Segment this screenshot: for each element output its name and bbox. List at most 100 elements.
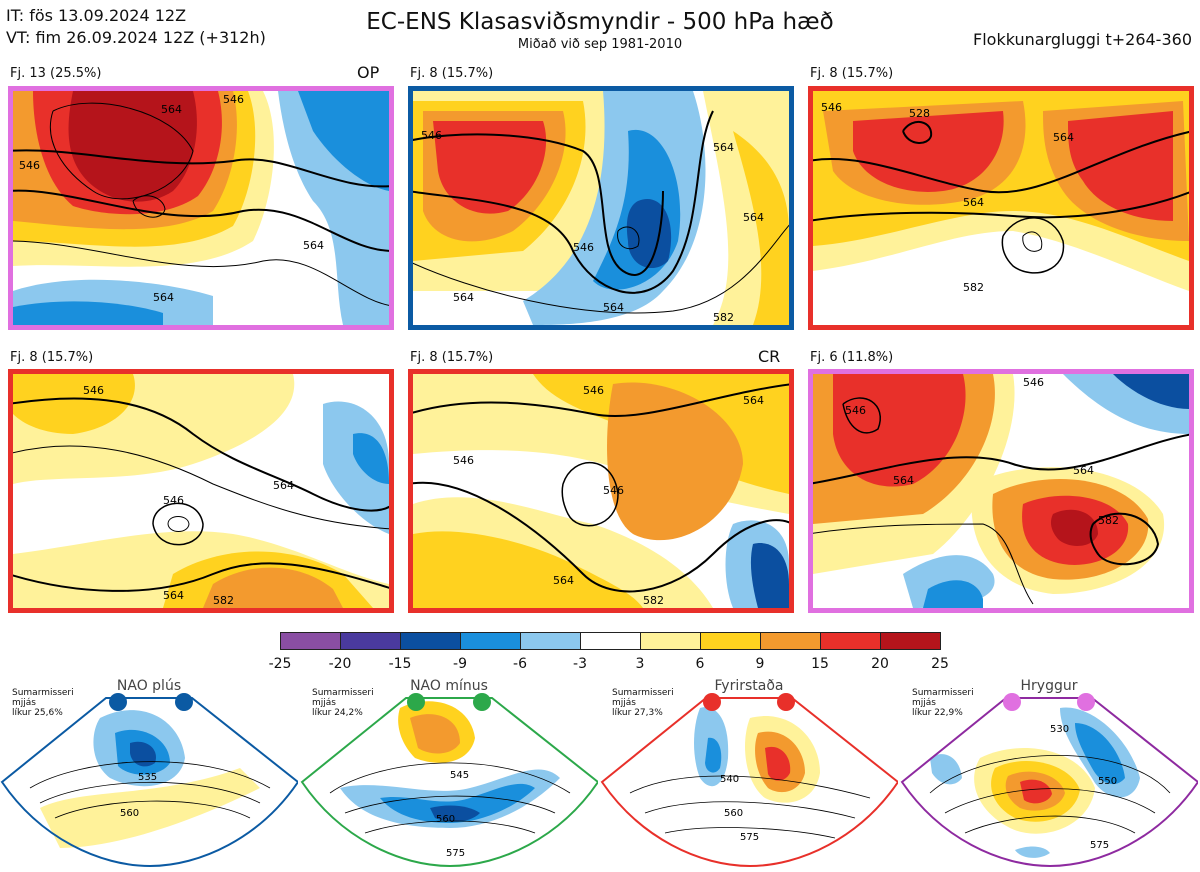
panel-5-label: Fj. 8 (15.7%) [410,350,494,365]
regime-nao-plus-title: NAO plús [116,678,182,694]
contour-label: 582 [713,311,734,324]
regime-nao-minus-info: Sumarmisseri mjjás líkur 24,2% [312,688,374,718]
contour-label: 546 [573,241,594,254]
regime-blocking-outline [600,697,900,868]
colorbar-swatch [520,632,581,650]
regime-nao-plus-marker [109,693,127,711]
contour-label: 564 [163,589,184,602]
contour-label: 582 [963,281,984,294]
contour-label: 582 [1098,514,1119,527]
page-subtitle: Miðað við sep 1981-2010 [517,37,683,52]
regime-nao-minus-contour-label: 575 [446,848,465,859]
contour-label: 546 [421,129,442,142]
regime-ridge-info: Sumarmisseri mjjás líkur 22,9% [912,688,974,718]
panel-5-map[interactable]: 546 546 564 564 546 582 [408,369,794,613]
regime-nao-minus-map: 545 560 575 [300,693,600,868]
colorbar-tick: 3 [635,656,645,672]
regime-nao-minus-marker [473,693,491,711]
regime-info-line: Sumarmisseri [612,688,674,698]
contour-label: 546 [223,93,244,106]
colorbar-tick: -3 [573,656,587,672]
regime-blocking-info: Sumarmisseri mjjás líkur 27,3% [612,688,674,718]
regime-nao-plus-map: 535 560 [0,693,300,868]
panel-3-label: Fj. 8 (15.7%) [810,66,894,81]
regime-blocking-contour-label: 540 [720,774,739,785]
panel-6-field: 546 546 564 564 582 [813,374,1189,608]
regime-info-line: mjjás [312,698,336,708]
contour-label: 546 [845,404,866,417]
regime-ridge-contour-label: 530 [1050,724,1069,735]
regime-blocking-contour-label: 560 [724,808,743,819]
contour-label: 564 [161,103,182,116]
contour-label: 546 [1023,376,1044,389]
regime-info-line: mjjás [912,698,936,708]
contour-label: 546 [453,454,474,467]
colorbar-swatch [640,632,701,650]
panel-4-label: Fj. 8 (15.7%) [10,350,94,365]
panel-4-map[interactable]: 546 546 564 564 582 [8,369,394,613]
regime-nao-plus-outline [0,697,300,868]
panel-2-map[interactable]: 546 564 564 546 564 564 582 [408,86,794,330]
contour-label: 546 [583,384,604,397]
contour-label: 528 [909,107,930,120]
contour-label: 564 [603,301,624,314]
regime-nao-minus-outline [300,697,600,868]
colorbar-tick: -20 [328,656,352,672]
init-time: IT: fös 13.09.2024 12Z [6,6,187,25]
regime-info-line: líkur 24,2% [312,708,363,718]
regime-info-line: Sumarmisseri [12,688,74,698]
regime-ridge-map: 530 550 575 [900,693,1200,868]
regime-info-line: líkur 27,3% [612,708,663,718]
colorbar-tick: -25 [268,656,292,672]
contour-label: 564 [743,394,764,407]
regime-nao-minus: 545 560 575 NAO mínus Sumarmisseri mjjás… [300,678,600,868]
contour-label: 564 [153,291,174,304]
panel-1-map[interactable]: 546 564 564 564 546 [8,86,394,330]
contour-label: 564 [743,211,764,224]
panel-5-tag: CR [758,347,781,366]
contour-label: 564 [1073,464,1094,477]
regime-nao-minus-title: NAO mínus [410,678,488,694]
regime-ridge-contour-label: 550 [1098,776,1117,787]
regime-nao-minus-marker [407,693,425,711]
regime-nao-plus-contour-label: 560 [120,808,139,819]
colorbar-swatch [880,632,941,650]
contour-label: 582 [643,594,664,607]
colorbar-tick: 25 [931,656,949,672]
regime-info-line: mjjás [12,698,36,708]
panel-1-tag: OP [357,63,380,82]
classification-window: Flokkunargluggi t+264-360 [973,30,1192,49]
regime-nao-plus-marker [175,693,193,711]
regime-ridge-marker [1003,693,1021,711]
regime-blocking-contour-label: 575 [740,832,759,843]
regime-blocking-marker [703,693,721,711]
panel-1-label: Fj. 13 (25.5%) [10,66,102,81]
colorbar-swatch [700,632,761,650]
regime-nao-plus-info: Sumarmisseri mjjás líkur 25,6% [12,688,74,718]
contour-label: 546 [83,384,104,397]
contour-label: 582 [213,594,234,607]
regime-ridge-outline [900,697,1200,868]
contour-label: 564 [553,574,574,587]
contour-label: 564 [303,239,324,252]
contour-label: 564 [893,474,914,487]
panel-2-label: Fj. 8 (15.7%) [410,66,494,81]
regime-ridge-marker [1077,693,1095,711]
contour-label: 546 [19,159,40,172]
valid-time: VT: fim 26.09.2024 12Z (+312h) [6,28,266,47]
regime-info-line: Sumarmisseri [312,688,374,698]
contour-label: 564 [453,291,474,304]
panel-4-field: 546 546 564 564 582 [13,374,389,608]
regime-blocking-marker [777,693,795,711]
colorbar-swatch [760,632,821,650]
panel-3-map[interactable]: 528 546 564 564 582 [808,86,1194,330]
regime-info-line: líkur 22,9% [912,708,963,718]
regime-nao-minus-contour-label: 545 [450,770,469,781]
colorbar-tick: 9 [755,656,765,672]
panel-5-field: 546 546 564 564 546 582 [413,374,789,608]
panel-2-field: 546 564 564 546 564 564 582 [413,91,789,325]
regime-nao-plus-contour-label: 535 [138,772,157,783]
panel-6-map[interactable]: 546 546 564 564 582 [808,369,1194,613]
contour-label: 546 [821,101,842,114]
contour-label: 564 [273,479,294,492]
